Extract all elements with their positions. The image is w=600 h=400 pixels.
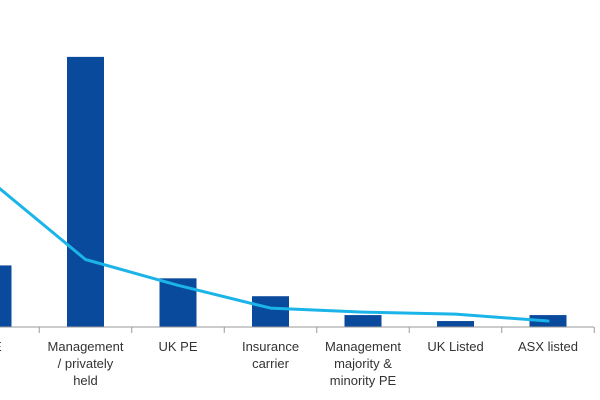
x-tick-label: ASX listed [518,339,578,354]
bar [0,265,12,327]
x-tick-label: UK Listed [427,339,483,354]
bar-series [0,56,567,328]
x-tick-label: Management / privately held [48,339,124,388]
x-tick-label: Management majority & minority PE [325,339,401,388]
x-tick-label: UK PE [158,339,197,354]
x-axis-ticks [38,327,595,333]
x-tick-label: PE [0,339,2,354]
line-series [0,186,550,323]
line-path [0,186,550,323]
bar [437,321,474,327]
bar [252,296,289,327]
bar [67,56,104,328]
x-tick-label: Insurance carrier [242,339,299,371]
bar [344,315,382,327]
